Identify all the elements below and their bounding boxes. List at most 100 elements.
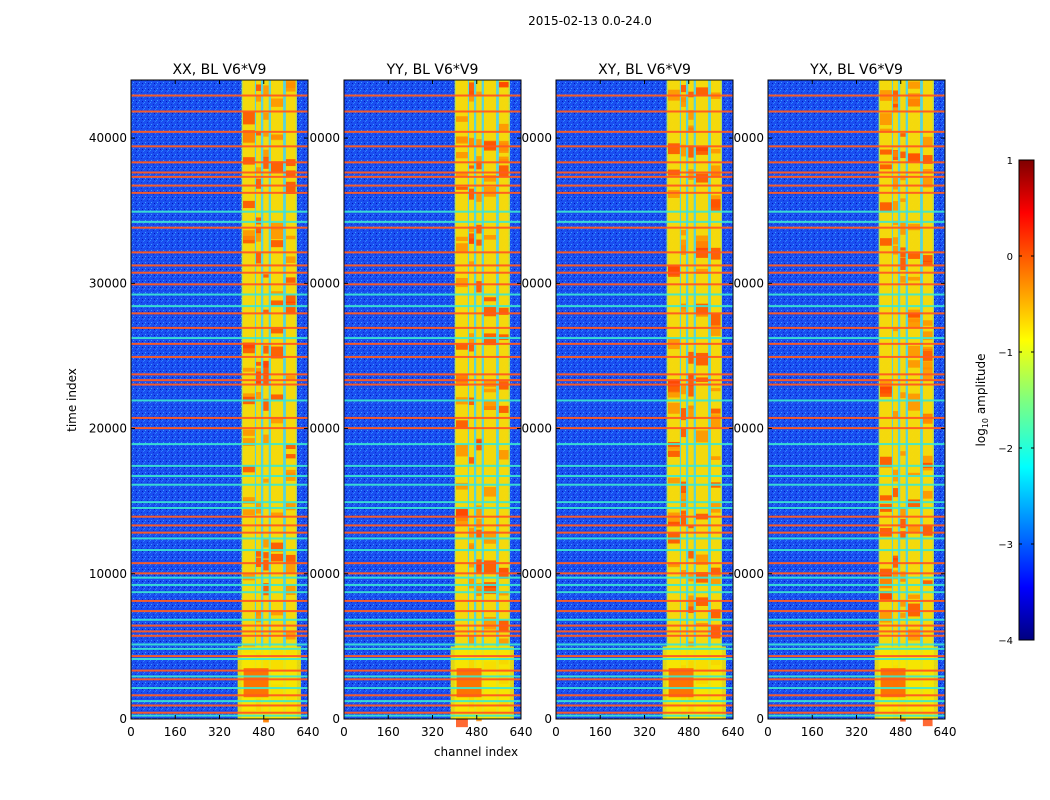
rfi-block — [270, 542, 284, 552]
rfi-block — [243, 367, 255, 372]
rfi-block — [893, 488, 898, 498]
red-time-line — [344, 383, 521, 386]
cyan-time-line — [768, 618, 945, 621]
rfi-block — [476, 505, 482, 516]
rfi-block — [907, 276, 921, 281]
cyan-time-line — [131, 475, 308, 478]
red-time-line — [556, 599, 733, 602]
rfi-block — [681, 245, 686, 255]
red-time-line — [344, 630, 521, 633]
red-time-line — [556, 342, 733, 345]
y-tick-label: 0000 — [309, 567, 340, 581]
y-tick-label: 0000 — [309, 276, 340, 290]
rfi-block — [270, 346, 284, 359]
rfi-block — [263, 559, 269, 571]
figure-title: 2015-02-13 0.0-24.0 — [528, 14, 652, 28]
cyan-time-line — [131, 675, 308, 678]
y-tick-label: 0000 — [733, 422, 764, 436]
cyan-time-line — [768, 443, 945, 446]
x-tick-label: 640 — [297, 725, 320, 739]
cyan-time-line — [768, 220, 945, 223]
colorbar: −4 −3 −2 −1 0 1 — [998, 156, 1035, 647]
rfi-block — [900, 151, 906, 159]
red-time-line — [768, 226, 945, 229]
rfi-block — [243, 200, 255, 209]
rfi-block — [285, 256, 296, 263]
rfi-block — [922, 524, 933, 536]
rfi-block — [880, 202, 892, 213]
red-time-line — [344, 264, 521, 267]
red-time-line — [768, 669, 945, 672]
colorbar-label-sub: 10 — [981, 417, 991, 429]
rfi-block — [688, 125, 694, 131]
rfi-block — [900, 451, 906, 456]
cyan-time-line — [131, 700, 308, 703]
rfi-block — [695, 268, 709, 274]
rfi-block — [922, 361, 933, 370]
rfi-block — [270, 553, 284, 562]
rfi-block — [893, 104, 898, 108]
red-time-line — [768, 355, 945, 358]
cyan-time-line — [768, 583, 945, 586]
rfi-block — [681, 481, 686, 493]
red-time-line — [131, 271, 308, 274]
cyan-time-line — [344, 647, 521, 650]
red-time-line — [556, 191, 733, 194]
rfi-block — [256, 167, 261, 172]
rfi-block — [263, 113, 269, 120]
rfi-block — [922, 490, 933, 499]
red-time-line — [344, 634, 521, 637]
rfi-block — [695, 622, 709, 627]
rfi-block — [456, 343, 468, 350]
rfi-block — [695, 173, 709, 183]
rfi-block — [922, 455, 933, 467]
rfi-block — [681, 239, 686, 245]
cyan-time-line — [131, 643, 308, 646]
cyan-time-line — [556, 443, 733, 446]
red-time-line — [344, 416, 521, 419]
red-time-line — [344, 184, 521, 187]
x-tick-label: 160 — [589, 725, 612, 739]
rfi-block — [256, 227, 261, 234]
cyan-time-line — [556, 549, 733, 552]
rfi-block — [695, 147, 709, 155]
rfi-block — [256, 132, 261, 136]
rfi-block — [476, 438, 482, 445]
rfi-block — [688, 169, 694, 180]
rfi-block — [243, 230, 255, 240]
cyan-time-line — [131, 305, 308, 308]
red-time-line — [344, 572, 521, 575]
red-time-line — [768, 171, 945, 174]
rfi-block — [256, 610, 261, 623]
red-time-line — [344, 524, 521, 527]
cyan-time-line — [768, 576, 945, 579]
cyan-time-line — [344, 483, 521, 486]
red-time-line — [556, 634, 733, 637]
rfi-block — [880, 456, 892, 468]
panel-title: XX, BL V6*V9 — [173, 62, 267, 78]
rfi-block — [900, 175, 906, 181]
rfi-block — [710, 567, 721, 575]
rfi-block — [922, 713, 933, 727]
red-time-line — [131, 171, 308, 174]
colorbar-label: log10 amplitude — [974, 354, 990, 447]
red-time-line — [344, 704, 521, 707]
rfi-block — [922, 169, 933, 174]
red-time-line — [131, 711, 308, 714]
cyan-time-line — [131, 483, 308, 486]
red-time-line — [131, 379, 308, 382]
rfi-block — [900, 392, 906, 399]
red-time-line — [131, 524, 308, 527]
rfi-block — [456, 509, 468, 516]
red-time-line — [768, 161, 945, 164]
red-time-line — [344, 427, 521, 430]
rfi-block — [263, 434, 269, 445]
y-tick-label: 0000 — [521, 567, 552, 581]
x-tick-label: 0 — [552, 725, 560, 739]
y-tick-label: 30000 — [89, 276, 127, 290]
cyan-time-line — [131, 293, 308, 296]
rfi-block — [469, 635, 474, 645]
rfi-block — [688, 91, 694, 98]
rfi-block — [900, 198, 906, 202]
cyan-time-line — [768, 293, 945, 296]
